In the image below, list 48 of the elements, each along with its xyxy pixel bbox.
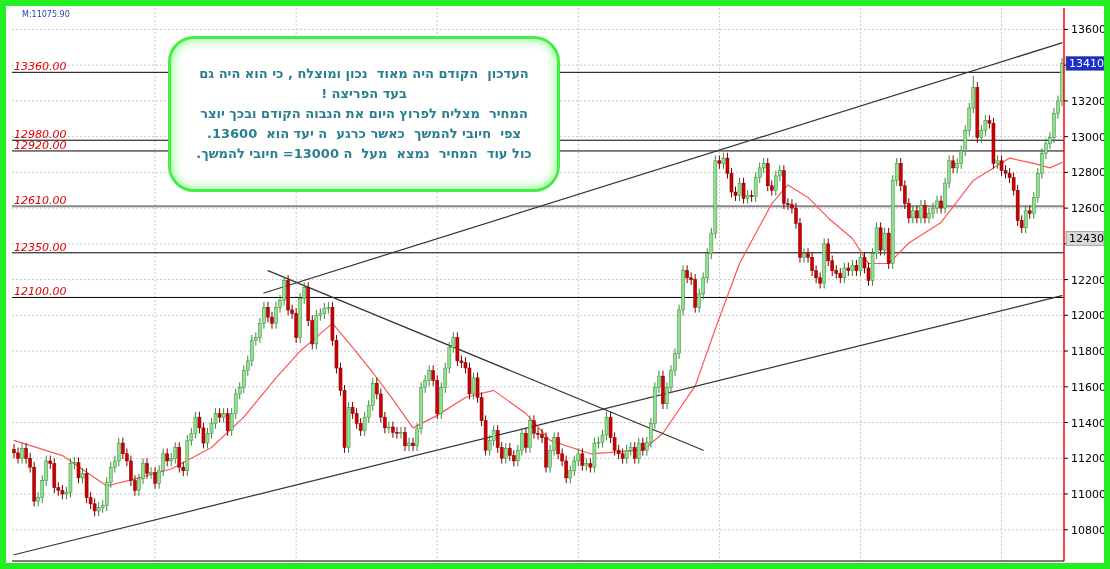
annotation: M:11075.90 <box>22 10 70 19</box>
candlestick <box>911 204 915 224</box>
annotation: 13410 <box>1069 57 1104 71</box>
candlestick <box>403 426 407 452</box>
candlestick <box>636 437 641 465</box>
ref-line-label: 13360.00 <box>14 60 67 74</box>
candlestick <box>685 264 689 284</box>
candlestick <box>177 441 182 474</box>
candlestick <box>149 466 153 480</box>
annotation: צפי חיובי להמשך כאשר כרגע ה יעד הוא 13600. <box>207 125 521 143</box>
ref-line-label: 12100.00 <box>14 285 67 299</box>
candlestick <box>927 207 931 224</box>
candlestick <box>878 221 883 256</box>
candlestick <box>882 227 887 256</box>
candlestick <box>923 199 927 224</box>
price-tag: 12430 <box>1065 231 1105 246</box>
candlestick <box>407 437 411 452</box>
candlestick <box>395 426 399 440</box>
candlestick <box>153 466 157 490</box>
candlestick <box>556 431 560 460</box>
candlestick <box>915 204 919 224</box>
candlestick <box>858 251 863 277</box>
annotation: כול עוד המחיר נמצא מעל ה 13000= חיובי להמשך. <box>196 145 532 163</box>
candlestick <box>524 427 528 454</box>
ref-line-label: 12350.00 <box>14 240 67 254</box>
ref-line-label: 12610.00 <box>14 194 67 208</box>
annotation: 12430 <box>1069 232 1104 246</box>
candlestick <box>387 421 391 434</box>
candlestick <box>250 334 254 367</box>
candlestick <box>532 414 536 440</box>
candlestick <box>173 441 178 465</box>
price-tag: 13410 <box>1065 56 1105 71</box>
candlestick <box>411 437 415 452</box>
candlestick <box>145 457 149 480</box>
candlestick <box>826 237 830 267</box>
candlestick <box>399 426 403 440</box>
candlestick <box>503 442 508 465</box>
candlestick <box>802 247 806 264</box>
candlestick <box>919 199 923 224</box>
candlestick <box>117 437 121 467</box>
candlestick <box>741 177 746 205</box>
candlestick <box>16 447 20 465</box>
candlestick <box>391 421 395 439</box>
candlestick <box>20 442 24 465</box>
annotation: העדכון הקודם היה מאוד נכון ומוצלח , כי הוא היה גם <box>199 65 529 83</box>
annotation: בעד הפריצה ! <box>321 85 407 103</box>
annotation: המחיר מצליח לפרוץ היום את הגבוה הקודם ובכך יוצר <box>200 105 528 123</box>
candlestick <box>471 372 476 400</box>
